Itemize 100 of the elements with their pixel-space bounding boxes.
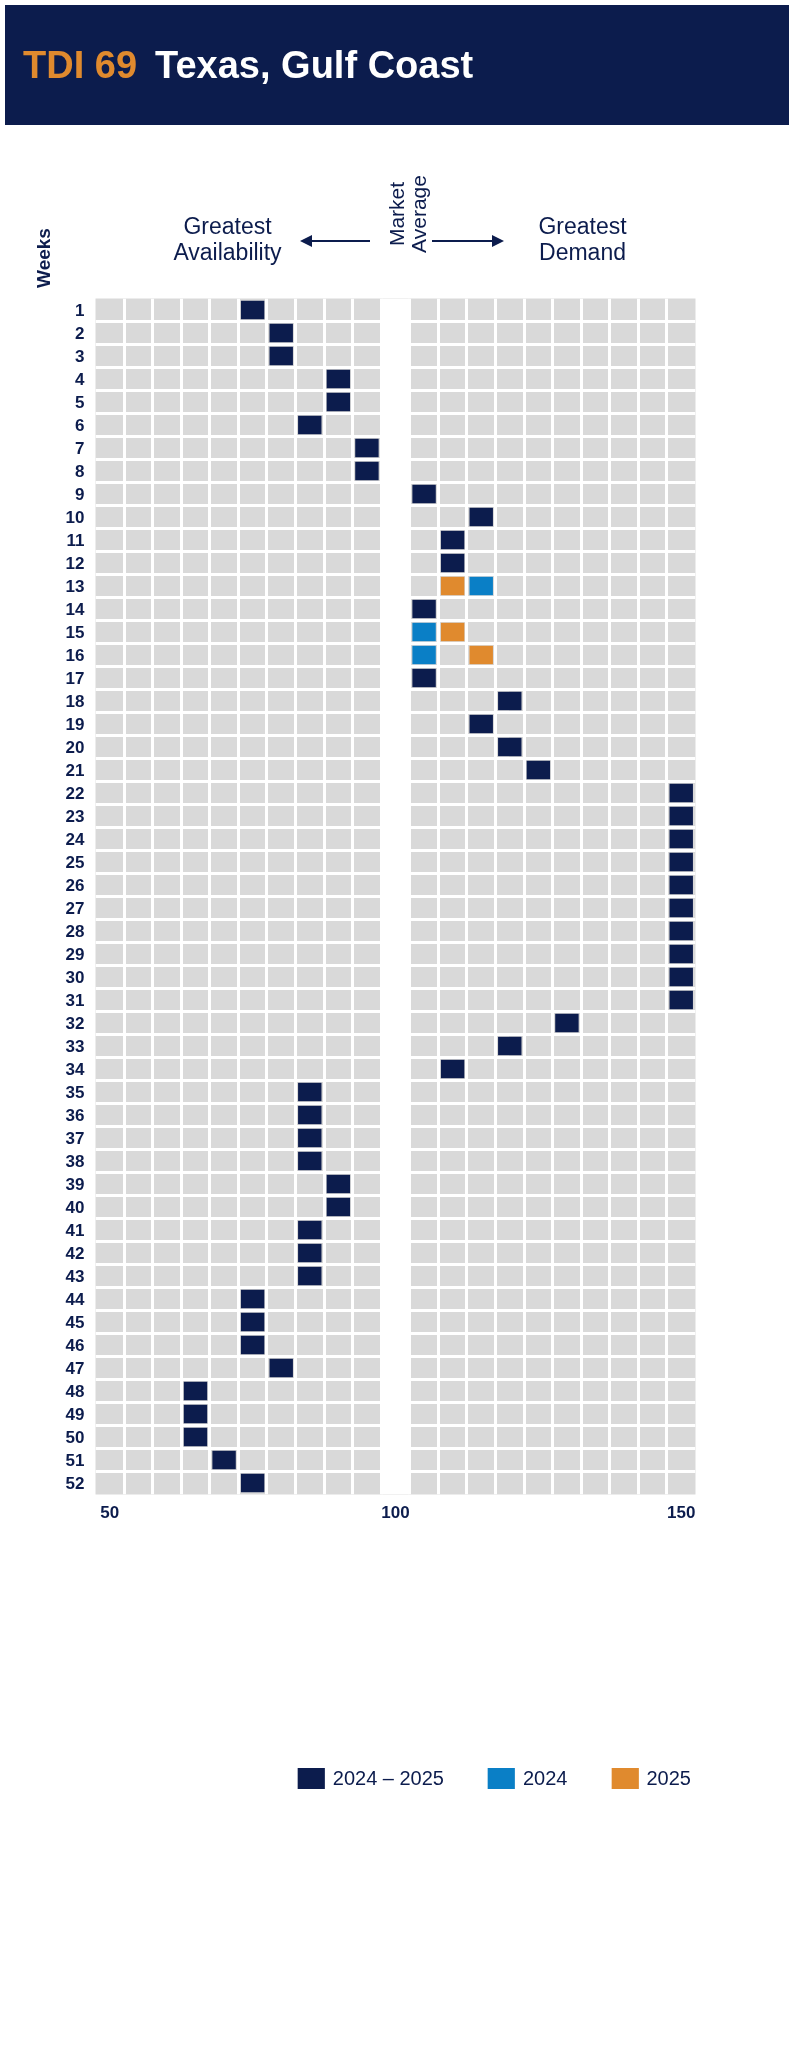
y-tick-label: 7: [75, 439, 85, 458]
y-tick-label: 38: [65, 1152, 85, 1171]
point: [240, 1312, 265, 1332]
y-tick-label: 24: [65, 830, 86, 849]
legend-label: 2024: [523, 1765, 568, 1791]
y-tick-label: 35: [65, 1083, 85, 1102]
legend-label: 2024 – 2025: [332, 1765, 444, 1791]
y-tick-label: 3: [75, 347, 85, 366]
point: [412, 645, 436, 665]
y-tick-label: 48: [65, 1382, 85, 1401]
y-tick-label: 12: [65, 554, 85, 573]
y-tick-label: 21: [65, 761, 85, 780]
y-tick-label: 52: [65, 1474, 85, 1493]
y-tick-label: 15: [65, 623, 85, 642]
y-tick-label: 28: [65, 922, 85, 941]
point: [269, 1358, 293, 1378]
y-tick-label: 23: [65, 807, 85, 826]
point: [355, 461, 379, 481]
point: [412, 622, 436, 642]
point: [669, 783, 693, 803]
point: [240, 1335, 265, 1355]
y-tick-label: 51: [65, 1451, 85, 1470]
point: [240, 300, 265, 320]
y-tick-label: 37: [65, 1129, 85, 1148]
point: [212, 1450, 236, 1470]
y-tick-label: 33: [65, 1037, 85, 1056]
y-tick-label: 46: [65, 1336, 85, 1355]
y-tick-label: 34: [65, 1060, 86, 1079]
y-tick-label: 29: [65, 945, 85, 964]
point: [326, 369, 351, 389]
point: [469, 507, 493, 527]
y-tick-label: 11: [66, 531, 85, 550]
x-tick-label: 150: [667, 1502, 696, 1522]
y-tick-label: 25: [65, 853, 85, 872]
point: [440, 553, 465, 573]
point: [269, 323, 293, 343]
point: [412, 668, 436, 688]
y-tick-label: 16: [65, 646, 85, 665]
y-tick-label: 5: [75, 393, 85, 412]
y-tick-label: 10: [65, 508, 85, 527]
y-tick-label: 47: [65, 1359, 85, 1378]
point: [555, 1013, 579, 1033]
point: [669, 852, 693, 872]
point: [412, 484, 436, 504]
y-tick-label: 17: [65, 669, 85, 688]
y-tick-label: 49: [65, 1405, 85, 1424]
point: [326, 392, 351, 412]
point: [440, 1059, 465, 1079]
point: [298, 1105, 322, 1125]
point: [183, 1381, 208, 1401]
point: [240, 1473, 265, 1493]
y-tick-label: 19: [65, 715, 85, 734]
point: [669, 875, 693, 895]
y-tick-label: 39: [65, 1175, 85, 1194]
y-tick-label: 36: [65, 1106, 85, 1125]
point: [469, 576, 493, 596]
y-tick-label: 42: [65, 1244, 85, 1263]
y-tick-label: 30: [65, 968, 85, 987]
point: [326, 1174, 351, 1194]
point: [298, 415, 322, 435]
point: [669, 967, 693, 987]
point: [355, 438, 379, 458]
point: [412, 599, 436, 619]
y-tick-label: 9: [75, 485, 85, 504]
point: [669, 990, 693, 1010]
point: [269, 346, 293, 366]
point: [183, 1404, 208, 1424]
y-tick-label: 20: [65, 738, 85, 757]
y-tick-label: 1: [75, 301, 85, 320]
y-tick-label: 6: [75, 416, 85, 435]
point: [298, 1128, 322, 1148]
text: Greatest Demand: [537, 213, 628, 265]
y-tick-label: 43: [65, 1267, 85, 1286]
y-axis-title: Weeks: [32, 228, 54, 288]
point: [240, 1289, 265, 1309]
y-tick-label: 18: [65, 692, 85, 711]
y-tick-label: 50: [65, 1428, 85, 1447]
y-tick-label: 32: [65, 1014, 85, 1033]
legend-label: 2025: [646, 1765, 691, 1791]
point: [669, 829, 693, 849]
point: [669, 944, 693, 964]
point: [498, 691, 522, 711]
point: [526, 760, 551, 780]
y-tick-label: 45: [65, 1313, 85, 1332]
band-label: Market Average: [385, 174, 430, 255]
point: [298, 1243, 322, 1263]
point: [326, 1197, 351, 1217]
point: [183, 1427, 208, 1447]
point: [298, 1082, 322, 1102]
y-tick-label: 14: [65, 600, 86, 619]
point: [440, 576, 465, 596]
y-tick-label: 13: [65, 577, 85, 596]
y-tick-label: 22: [65, 784, 85, 803]
y-tick-label: 31: [65, 991, 85, 1010]
y-tick-label: 4: [75, 370, 86, 389]
y-tick-label: 27: [65, 899, 85, 918]
x-tick-label: 50: [100, 1502, 120, 1522]
y-tick-label: 26: [65, 876, 85, 895]
point: [298, 1220, 322, 1240]
point: [669, 806, 693, 826]
